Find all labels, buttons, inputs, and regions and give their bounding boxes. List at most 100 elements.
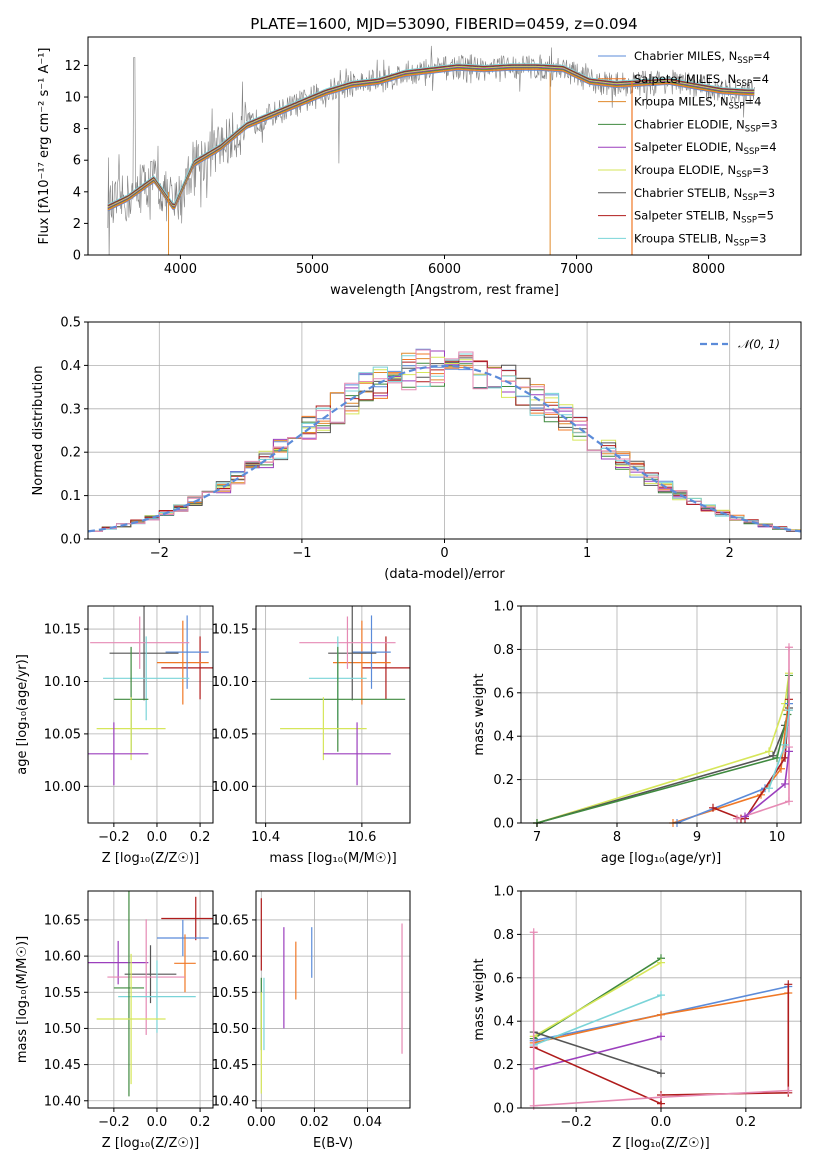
weight-line-2	[533, 957, 662, 1040]
x-tick-label: 8000	[692, 262, 725, 277]
y-tick-label: 10.65	[212, 913, 249, 928]
x-tick-label: 0	[440, 546, 448, 561]
y-tick-label: 10.55	[212, 986, 249, 1001]
x-tick-label: 0.04	[353, 1115, 382, 1130]
y-tick-label: 10.65	[44, 913, 81, 928]
weight-marker	[765, 784, 773, 793]
x-tick-label: 0.2	[736, 1115, 757, 1130]
y-tick-label: 1.0	[493, 600, 514, 615]
y-tick-label: 10.60	[212, 950, 249, 965]
y-tick-label: 0.0	[60, 533, 81, 548]
weight-marker	[781, 779, 789, 788]
weight-marker	[785, 797, 793, 806]
y-tick-label: 0.0	[493, 1102, 514, 1117]
spectrum-data-line	[107, 45, 756, 255]
y-axis-label: mass weight	[472, 958, 487, 1040]
weight-marker	[784, 980, 793, 989]
y-axis-label: Flux [fλ10⁻¹⁷ erg cm⁻² s⁻¹ A⁻¹]	[37, 48, 52, 245]
y-tick-label: 0	[73, 249, 81, 264]
y-tick-label: 10.40	[212, 1094, 249, 1109]
weight-line-0	[536, 673, 790, 823]
y-tick-label: 0.4	[493, 730, 514, 745]
legend-label: Salpeter MILES, NSSP=4	[634, 72, 769, 89]
y-tick-label: 0.6	[493, 971, 514, 986]
y-tick-label: 10	[64, 91, 81, 106]
weight-line-6	[533, 1035, 662, 1070]
weight-marker	[657, 1010, 665, 1019]
x-axis-label: wavelength [Angstrom, rest frame]	[330, 283, 559, 298]
y-axis-label: mass weight	[472, 673, 487, 755]
y-tick-label: 0.2	[60, 446, 81, 461]
x-tick-label: 9	[693, 830, 701, 845]
weight-marker	[529, 928, 538, 937]
y-axis-label: mass [log₁₀(M/M☉)]	[15, 936, 30, 1063]
y-tick-label: 10.60	[44, 950, 81, 965]
axes-frame	[520, 605, 802, 824]
x-tick-label: −0.2	[560, 1115, 592, 1130]
x-tick-label: 0.0	[651, 1115, 672, 1130]
weight-marker	[785, 643, 793, 652]
y-tick-label: 0.8	[493, 928, 514, 943]
y-tick-label: 10.50	[212, 1022, 249, 1037]
legend-label: 𝒩(0, 1)	[738, 337, 780, 351]
y-tick-label: 10.05	[44, 727, 81, 742]
y-tick-label: 10.55	[44, 986, 81, 1001]
weight-marker	[657, 958, 665, 967]
y-axis-label: Normed distribution	[31, 366, 46, 496]
x-tick-label: 10.6	[347, 830, 376, 845]
histogram-step-pink	[88, 349, 801, 532]
residual-panel: −2 −1 0 1 2 0.0 0.1 0.2 0.3 0.4 0.5 (data-model)/er…	[31, 316, 802, 582]
y-tick-label: 10.50	[44, 1022, 81, 1037]
weight-marker	[785, 706, 793, 715]
model-line-4	[107, 66, 755, 209]
x-tick-label: −1	[292, 546, 311, 561]
weight-marker	[784, 1086, 793, 1095]
weight-marker	[709, 803, 717, 812]
legend-label: Chabrier MILES, NSSP=4	[634, 49, 770, 66]
weight-marker	[765, 747, 773, 756]
y-tick-label: 0.4	[60, 359, 81, 374]
axes-frame	[255, 890, 411, 1109]
x-tick-label: 7	[533, 830, 541, 845]
axes-frame	[255, 605, 411, 824]
mass_vs_Z-panel: −0.2 0.0 0.2 10.40 10.45 10.50 10.55 10.60 10.65…	[15, 890, 214, 1151]
weight-marker	[733, 814, 741, 823]
legend-label: Chabrier ELODIE, NSSP=3	[634, 117, 778, 134]
weight-line-3	[672, 710, 789, 823]
weight-line-4	[533, 994, 662, 1046]
y-tick-label: 8	[73, 122, 81, 137]
model-line-1	[107, 68, 755, 211]
y-tick-label: 1.0	[493, 885, 514, 900]
y-tick-label: 12	[64, 59, 81, 74]
weight-marker	[657, 991, 665, 1000]
age_vs_Z-panel: −0.2 0.0 0.2 10.00 10.05 10.10 10.15 Z [log₁₀(Z…	[15, 605, 214, 866]
y-axis-label: age [log₁₀(age/yr)]	[15, 654, 30, 775]
x-tick-label: −2	[150, 546, 169, 561]
x-tick-label: 10.4	[251, 830, 280, 845]
weight-line-2	[536, 675, 790, 823]
weight-marker	[785, 747, 793, 756]
y-tick-label: 10.10	[44, 675, 81, 690]
x-tick-label: 2	[726, 546, 734, 561]
x-axis-label: Z [log₁₀(Z/Z☉)]	[612, 1136, 709, 1151]
weight-line-8	[532, 932, 789, 1107]
y-tick-label: 10.10	[212, 675, 249, 690]
y-tick-label: 10.00	[212, 780, 249, 795]
x-axis-label: age [log₁₀(age/yr)]	[601, 851, 722, 866]
weight-marker	[657, 1093, 665, 1102]
x-tick-label: 8	[613, 830, 621, 845]
y-tick-label: 10.05	[212, 727, 249, 742]
legend-label: Kroupa ELODIE, NSSP=3	[634, 163, 769, 180]
y-tick-label: 4	[73, 185, 81, 200]
model-line-3	[107, 67, 755, 209]
weight_vs_age-panel: 7 8 9 10 0.0 0.2 0.4 0.6 0.8 1.0 age [log₁₀(age/yr…	[472, 600, 802, 866]
figure-title: PLATE=1600, MJD=53090, FIBERID=0459, z=0…	[250, 15, 637, 33]
y-tick-label: 0.8	[493, 643, 514, 658]
y-tick-label: 0.2	[493, 773, 514, 788]
x-tick-label: −0.2	[98, 1115, 130, 1130]
y-tick-label: 10.00	[44, 780, 81, 795]
y-tick-label: 10.40	[44, 1094, 81, 1109]
legend-label: Salpeter STELIB, NSSP=5	[634, 209, 774, 226]
x-tick-label: 0.0	[147, 1115, 168, 1130]
x-tick-label: 0.0	[147, 830, 168, 845]
